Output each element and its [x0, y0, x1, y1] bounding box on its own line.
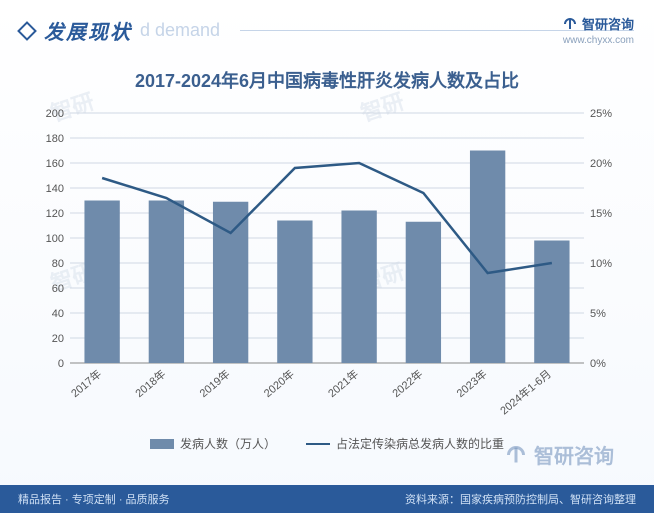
svg-text:2018年: 2018年	[132, 367, 168, 401]
footer-right: 资料来源：国家疾病预防控制局、智研咨询整理	[405, 491, 636, 507]
svg-text:120: 120	[46, 208, 64, 220]
svg-text:2017年: 2017年	[68, 367, 104, 401]
legend-bar-label: 发病人数（万人）	[180, 435, 276, 452]
brand-block: 智研咨询 www.chyxx.com	[562, 14, 634, 46]
footer: 精品报告 · 专项定制 · 品质服务 资料来源：国家疾病预防控制局、智研咨询整理	[0, 485, 654, 513]
svg-text:2019年: 2019年	[196, 367, 232, 401]
legend-line-label: 占法定传染病总发病人数的比重	[336, 435, 504, 452]
brand-wm-text: 智研咨询	[534, 440, 614, 469]
svg-text:160: 160	[46, 158, 64, 170]
bar-5	[406, 222, 441, 363]
brand-logo: 智研咨询	[562, 14, 634, 33]
bar-7	[534, 241, 569, 364]
brand-wm-icon	[504, 443, 528, 467]
swatch-bar-icon	[150, 439, 174, 449]
brand-watermark: 智研咨询	[504, 440, 614, 469]
brand-url: www.chyxx.com	[562, 35, 634, 46]
header: 发展现状 d demand 智研咨询 www.chyxx.com	[0, 0, 654, 45]
svg-text:100: 100	[46, 233, 64, 245]
bar-1	[149, 201, 184, 364]
diamond-icon	[17, 21, 37, 41]
svg-text:20%: 20%	[590, 158, 612, 170]
chart-container: 0 20 40 60 80 100 120 140 160 180 200 0% 5% 10% 15% 20%…	[30, 103, 624, 433]
svg-text:60: 60	[52, 283, 64, 295]
svg-text:2024年1-6月: 2024年1-6月	[497, 367, 554, 418]
svg-text:0%: 0%	[590, 358, 606, 370]
svg-text:15%: 15%	[590, 208, 612, 220]
chart-svg: 0 20 40 60 80 100 120 140 160 180 200 0% 5% 10% 15% 20%…	[30, 103, 624, 433]
bar-0	[84, 201, 119, 364]
svg-text:25%: 25%	[590, 108, 612, 120]
legend-line: 占法定传染病总发病人数的比重	[306, 435, 504, 452]
svg-text:2022年: 2022年	[389, 367, 425, 401]
svg-text:200: 200	[46, 108, 64, 120]
chart-title: 2017-2024年6月中国病毒性肝炎发病人数及占比	[0, 67, 654, 93]
svg-text:2021年: 2021年	[325, 367, 361, 401]
svg-text:80: 80	[52, 258, 64, 270]
svg-text:2020年: 2020年	[261, 367, 297, 401]
svg-text:140: 140	[46, 183, 64, 195]
bar-4	[341, 211, 376, 364]
swatch-line-icon	[306, 443, 330, 445]
svg-text:5%: 5%	[590, 308, 606, 320]
header-title: 发展现状	[44, 16, 132, 45]
svg-text:20: 20	[52, 333, 64, 345]
brand-icon	[562, 16, 578, 32]
svg-text:40: 40	[52, 308, 64, 320]
footer-left: 精品报告 · 专项定制 · 品质服务	[18, 491, 170, 507]
bar-3	[277, 221, 312, 364]
svg-text:0: 0	[58, 358, 64, 370]
header-subtitle-ghost: d demand	[140, 20, 220, 41]
svg-text:10%: 10%	[590, 258, 612, 270]
legend-bar: 发病人数（万人）	[150, 435, 276, 452]
svg-text:180: 180	[46, 133, 64, 145]
brand-name: 智研咨询	[582, 14, 634, 33]
svg-text:2023年: 2023年	[453, 367, 489, 401]
